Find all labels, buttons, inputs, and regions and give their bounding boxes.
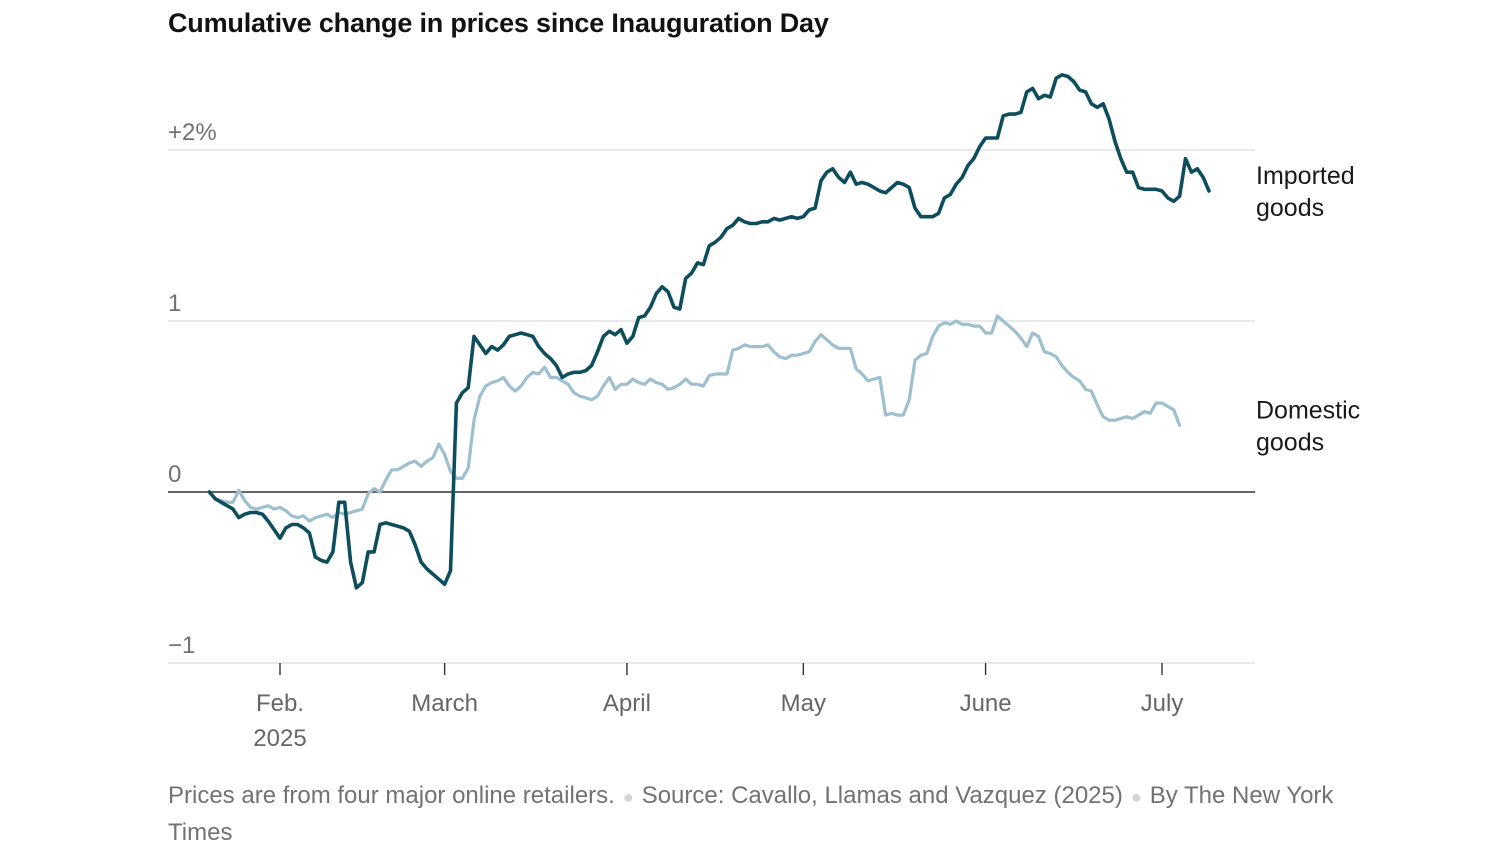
footnote-note: Prices are from four major online retail… (168, 782, 615, 809)
x-tick-sublabel: 2025 (253, 725, 306, 752)
domestic-goods-label-line: goods (1256, 428, 1324, 456)
domestic-goods-label: Domestic goods (1256, 396, 1360, 456)
imported-goods-label: Imported goods (1256, 162, 1355, 222)
y-tick-label: +2% (168, 119, 217, 146)
x-tick-label: April (603, 690, 651, 717)
gridlines (168, 149, 1255, 664)
y-axis-ticks: +2% 1 0 −1 (168, 119, 217, 659)
footnote-source: Source: Cavallo, Llamas and Vazquez (202… (641, 782, 1123, 809)
imported-goods-line (207, 73, 1211, 590)
x-tick-label: March (411, 690, 478, 717)
x-tick-label: May (781, 690, 826, 717)
chart-title: Cumulative change in prices since Inaugu… (168, 8, 829, 38)
separator-dot: ● (1130, 787, 1142, 807)
domestic-goods-label-line: Domestic (1256, 396, 1360, 424)
y-tick-label: −1 (168, 632, 195, 659)
separator-dot: ● (622, 787, 634, 807)
chart-footnote: Prices are from four major online retail… (168, 778, 1348, 851)
footnote-credit: By The New York Times (168, 782, 1334, 846)
x-tick-label: July (1141, 690, 1184, 717)
y-tick-label: 0 (168, 461, 181, 488)
x-tick-label: Feb. (256, 690, 304, 717)
domestic-goods-line (207, 314, 1182, 523)
y-tick-label: 1 (168, 290, 181, 317)
imported-goods-label-line: goods (1256, 194, 1324, 222)
series-labels: Imported goods Domestic goods (1256, 162, 1360, 456)
imported-goods-label-line: Imported (1256, 162, 1355, 190)
line-chart: +2% 1 0 −1 Feb. 2025 March April May June July Im… (168, 73, 1360, 752)
x-tick-label: June (960, 690, 1012, 717)
series-lines (207, 73, 1211, 590)
x-axis: Feb. 2025 March April May June July (253, 663, 1183, 752)
